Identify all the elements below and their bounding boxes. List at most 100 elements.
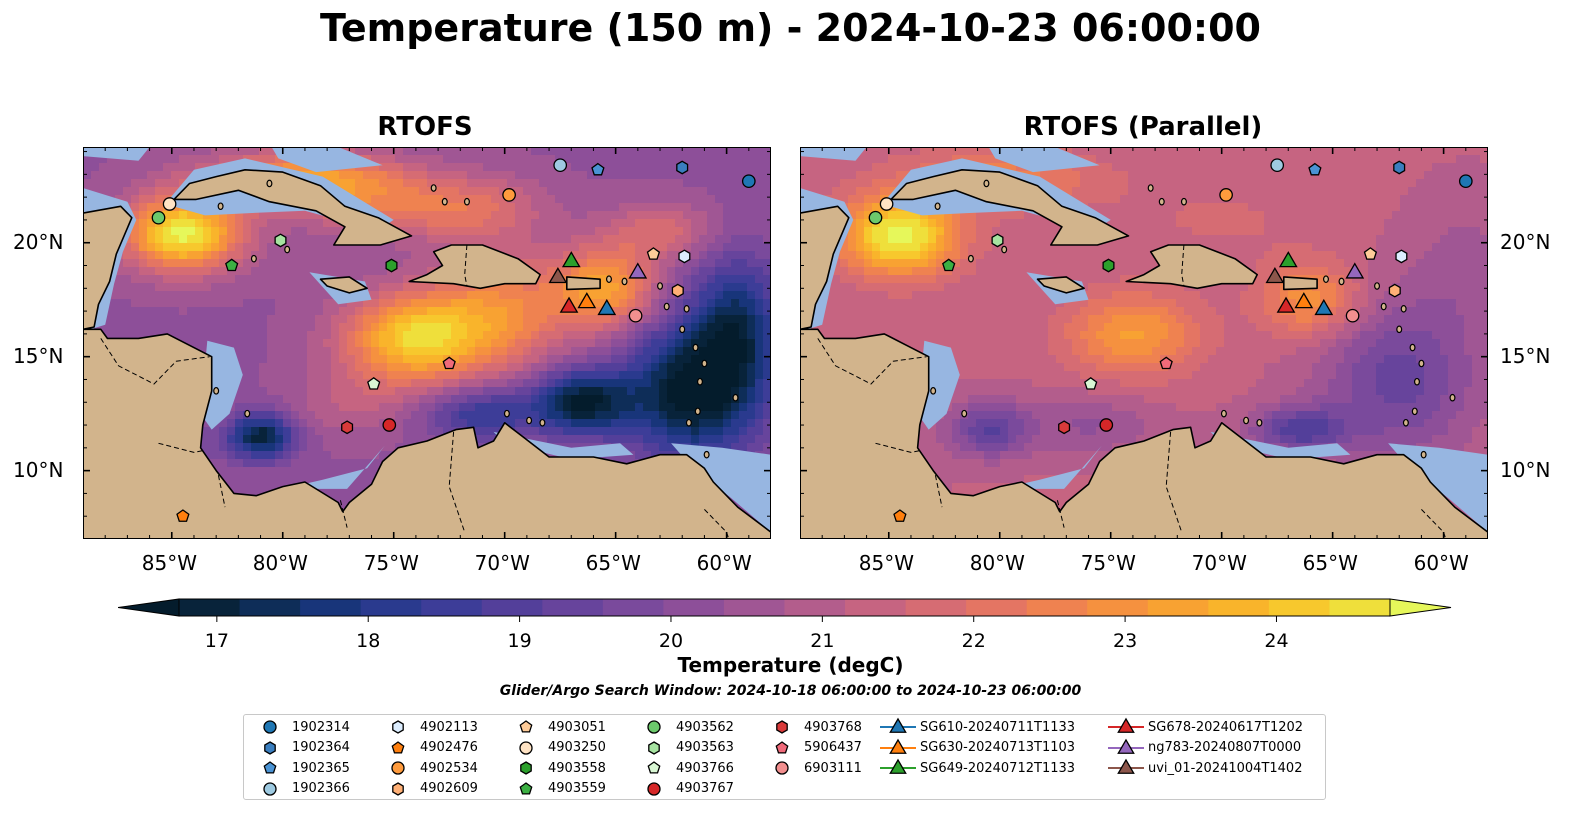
temperature-cell [555,379,564,388]
temperature-cell [419,219,428,228]
temperature-cell [211,443,220,452]
temperature-cell [363,379,372,388]
temperature-cell [475,227,484,236]
temperature-cell [299,331,308,340]
temperature-cell [523,195,532,204]
temperature-cell [587,419,596,428]
temperature-cell [451,315,460,324]
temperature-cell [323,219,332,228]
temperature-cell [507,315,516,324]
temperature-cell [904,147,913,156]
temperature-cell [395,323,404,332]
temperature-cell [539,211,548,220]
temperature-cell [1408,171,1417,180]
temperature-cell [707,339,716,348]
temperature-cell [755,211,764,220]
temperature-cell [872,147,881,156]
temperature-cell [968,155,977,164]
rtofs-map[interactable] [82,147,772,540]
temperature-cell [1344,163,1353,172]
temperature-cell [427,403,436,412]
temperature-cell [379,267,388,276]
temperature-cell [315,411,324,420]
temperature-cell [1192,179,1201,188]
temperature-cell [763,395,772,404]
temperature-cell [739,211,748,220]
temperature-cell [611,187,620,196]
temperature-cell [1176,155,1185,164]
temperature-cell [611,323,620,332]
temperature-cell [699,339,708,348]
temperature-cell [147,147,156,156]
temperature-cell [619,307,628,316]
temperature-cell [539,323,548,332]
temperature-cell [435,371,444,380]
temperature-cell [147,331,156,340]
temperature-cell [459,179,468,188]
island [539,418,546,427]
temperature-cell [267,475,276,484]
temperature-cell [307,299,316,308]
temperature-cell [1296,187,1305,196]
temperature-cell [603,363,612,372]
temperature-cell [387,171,396,180]
temperature-cell [355,483,364,492]
temperature-cell [531,355,540,364]
temperature-cell [747,251,756,260]
temperature-cell [691,275,700,284]
temperature-cell [707,219,716,228]
obs-marker-SG649-20240712T1133 [561,251,581,268]
temperature-cell [395,395,404,404]
temperature-cell [619,211,628,220]
temperature-cell [267,387,276,396]
temperature-cell [187,235,196,244]
temperature-cell [739,267,748,276]
temperature-cell [563,379,572,388]
temperature-cell [611,435,620,444]
temperature-cell [499,363,508,372]
temperature-cell [683,355,692,364]
temperature-cell [483,187,492,196]
obs-marker-1902364 [676,160,689,175]
temperature-cell [571,419,580,428]
temperature-cell [747,419,756,428]
temperature-cell [459,171,468,180]
temperature-cell [251,259,260,268]
temperature-cell [163,219,172,228]
temperature-cell [147,243,156,252]
temperature-cell [1440,195,1449,204]
temperature-cell [579,363,588,372]
temperature-cell [547,379,556,388]
temperature-cell [251,235,260,244]
temperature-cell [163,171,172,180]
temperature-cell [643,435,652,444]
temperature-cell [467,187,476,196]
temperature-cell [443,371,452,380]
temperature-cell [411,291,420,300]
temperature-cell [299,387,308,396]
temperature-cell [483,323,492,332]
temperature-cell [579,347,588,356]
rtofs-parallel-map[interactable] [799,147,1489,540]
temperature-cell [1264,155,1273,164]
temperature-cell [451,363,460,372]
temperature-cell [824,179,833,188]
temperature-cell [339,379,348,388]
temperature-cell [147,187,156,196]
temperature-cell [283,235,292,244]
temperature-cell [243,395,252,404]
temperature-cell [547,347,556,356]
temperature-cell [651,403,660,412]
temperature-cell [651,427,660,436]
temperature-cell [755,259,764,268]
temperature-cell [403,411,412,420]
temperature-cell [691,435,700,444]
temperature-cell [467,219,476,228]
temperature-cell [339,243,348,252]
temperature-cell [731,227,740,236]
temperature-cell [571,443,580,452]
temperature-cell [651,379,660,388]
temperature-cell [107,331,116,340]
temperature-cell [395,267,404,276]
temperature-cell [387,203,396,212]
